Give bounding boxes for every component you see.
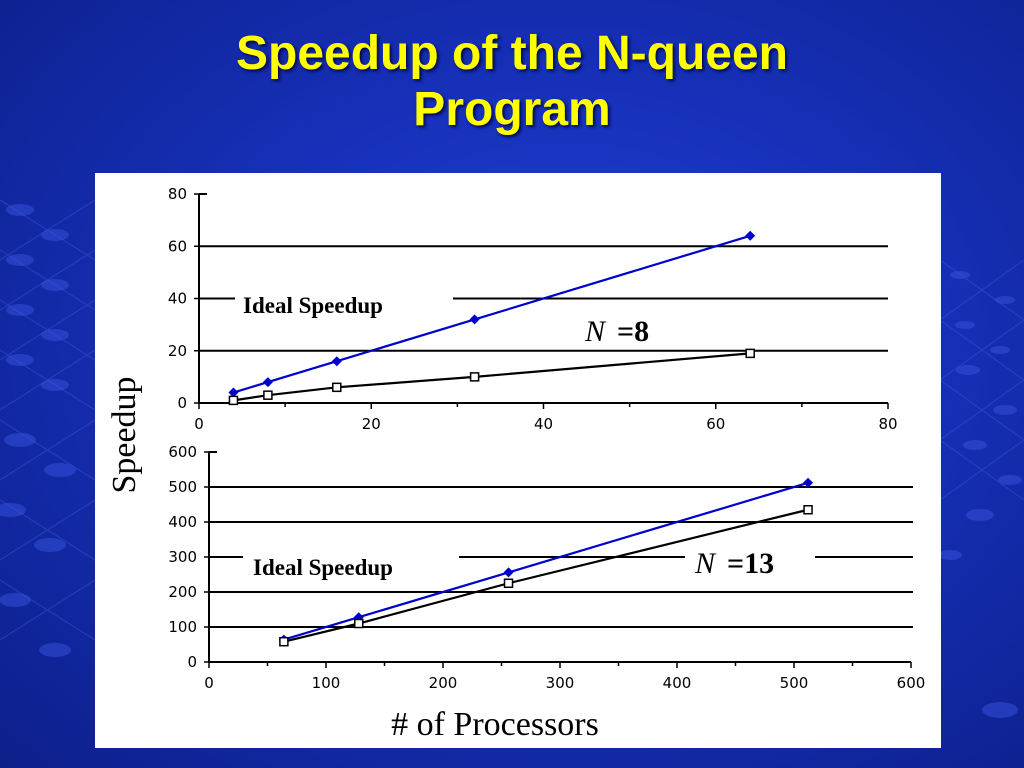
ideal-data-point xyxy=(262,377,273,388)
n-variable: N xyxy=(584,315,607,348)
measured-data-point xyxy=(469,372,480,382)
x-tick-label: 300 xyxy=(546,674,575,692)
measured-data-point xyxy=(332,382,342,393)
ideal-data-point xyxy=(331,356,342,367)
x-tick-label: 60 xyxy=(706,415,725,433)
x-tick-label: 400 xyxy=(663,674,692,692)
measured-data-point xyxy=(263,390,273,400)
x-tick-label: 100 xyxy=(312,674,341,692)
chart-panel: 0 20 40 60 80 0 20 40 60 80 Ideal Speedup N =8 0 100 2… xyxy=(95,173,941,748)
x-tick-label: 20 xyxy=(362,415,381,433)
y-tick-label: 200 xyxy=(168,583,197,601)
ideal-data-point xyxy=(228,387,239,398)
n-value-annotation: N =13 xyxy=(694,547,774,580)
n-value: =13 xyxy=(727,547,774,580)
x-tick-label: 0 xyxy=(194,415,204,433)
y-tick-label: 80 xyxy=(168,185,187,203)
chart-n13: 0 100 200 300 400 500 600 0 100 200 300 400 500 600 Id… xyxy=(168,443,925,692)
measured-series-line xyxy=(283,508,809,643)
slide-title-line1: Speedup of the N-queen xyxy=(236,27,788,80)
y-tick-label: 600 xyxy=(168,443,197,461)
measured-series-line xyxy=(233,352,751,402)
y-tick-label: 400 xyxy=(168,513,197,531)
x-tick-label: 200 xyxy=(429,674,458,692)
ideal-speedup-annotation: Ideal Speedup xyxy=(253,555,393,580)
y-tick-label: 20 xyxy=(168,342,187,360)
ideal-series-line xyxy=(283,481,809,641)
y-tick-label: 40 xyxy=(168,290,187,308)
annotation-backdrop xyxy=(579,311,679,349)
x-tick-label: 40 xyxy=(534,415,553,433)
measured-data-point xyxy=(354,618,364,629)
measured-data-point xyxy=(503,578,514,588)
annotation-backdrop xyxy=(235,290,453,321)
ideal-data-point xyxy=(469,314,480,325)
ideal-data-point xyxy=(503,567,514,578)
x-tick-label: 500 xyxy=(780,674,809,692)
measured-data-point xyxy=(228,395,239,406)
slide-title: Speedup of the N-queen Program xyxy=(0,26,1024,138)
y-tick-label: 0 xyxy=(177,394,187,412)
y-tick-label: 300 xyxy=(168,548,197,566)
y-tick-label: 0 xyxy=(187,653,197,671)
ideal-speedup-annotation: Ideal Speedup xyxy=(243,293,383,318)
n-variable: N xyxy=(694,547,717,580)
x-tick-label: 600 xyxy=(897,674,926,692)
ideal-data-point xyxy=(803,477,814,488)
x-axis-label: # of Processors xyxy=(391,706,599,743)
annotation-backdrop xyxy=(243,552,459,583)
speedup-charts: 0 20 40 60 80 0 20 40 60 80 Ideal Speedup N =8 0 100 2… xyxy=(106,185,925,743)
x-tick-label: 80 xyxy=(878,415,897,433)
y-axis-label: Speedup xyxy=(106,376,143,493)
y-tick-label: 100 xyxy=(168,618,197,636)
n-value: =8 xyxy=(617,315,649,348)
y-tick-label: 500 xyxy=(168,478,197,496)
measured-data-point xyxy=(279,636,289,647)
slide-title-line2: Program xyxy=(413,83,611,136)
chart-n8: 0 20 40 60 80 0 20 40 60 80 Ideal Speedup N =8 xyxy=(168,185,898,433)
measured-data-point xyxy=(745,348,755,359)
y-tick-label: 60 xyxy=(168,237,187,255)
annotation-backdrop xyxy=(685,543,815,581)
x-tick-label: 0 xyxy=(204,674,214,692)
measured-data-point xyxy=(803,505,813,515)
ideal-data-point xyxy=(745,230,756,241)
n-value-annotation: N =8 xyxy=(584,315,649,348)
